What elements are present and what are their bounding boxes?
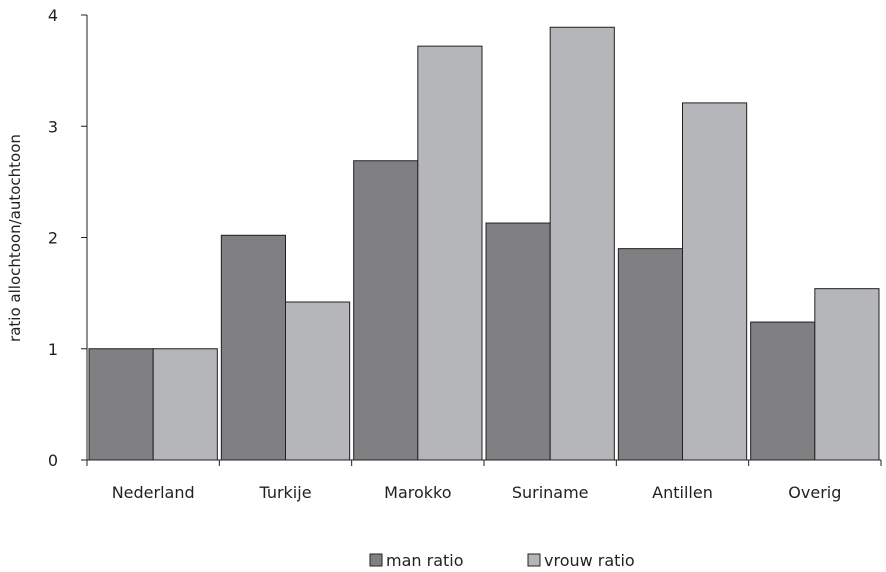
x-ticks-group: Nederland Turkije Marokko Suriname Antillen O… xyxy=(86,460,882,502)
bar-man-ratio-nederland xyxy=(88,348,154,461)
y-tick-label: 1 xyxy=(48,340,58,359)
legend-label-man-ratio: man ratio xyxy=(386,551,464,570)
x-category-label: Marokko xyxy=(384,483,451,502)
bar-vrouw-ratio-overig xyxy=(814,288,880,461)
y-tick-label: 2 xyxy=(48,229,58,248)
legend-swatch-vrouw-ratio xyxy=(527,553,541,567)
bar-vrouw-ratio-suriname xyxy=(549,26,615,461)
bars-group xyxy=(88,26,880,461)
bar-man-ratio-suriname xyxy=(485,222,551,461)
y-tick-label: 4 xyxy=(48,6,58,25)
y-tick-label: 0 xyxy=(48,451,58,470)
x-category-label: Turkije xyxy=(258,483,311,502)
legend: man ratio vrouw ratio xyxy=(369,551,635,570)
bar-vrouw-ratio-turkije xyxy=(285,301,351,461)
bar-man-ratio-marokko xyxy=(353,160,419,461)
y-tick-label: 3 xyxy=(48,117,58,136)
legend-label-vrouw-ratio: vrouw ratio xyxy=(544,551,635,570)
bar-man-ratio-antillen xyxy=(617,248,684,461)
legend-swatch-man-ratio xyxy=(369,553,383,567)
bar-vrouw-ratio-nederland xyxy=(152,348,218,461)
y-ticks-group: 0 1 2 3 4 xyxy=(48,6,87,470)
bar-vrouw-ratio-antillen xyxy=(682,102,748,461)
bar-man-ratio-overig xyxy=(750,321,816,461)
bar-vrouw-ratio-marokko xyxy=(417,45,483,461)
x-category-label: Nederland xyxy=(112,483,195,502)
x-category-label: Antillen xyxy=(652,483,713,502)
x-category-label: Overig xyxy=(788,483,841,502)
bar-man-ratio-turkije xyxy=(220,234,286,461)
x-category-label: Suriname xyxy=(512,483,589,502)
y-axis-title: ratio allochtoon/autochtoon xyxy=(6,134,24,342)
